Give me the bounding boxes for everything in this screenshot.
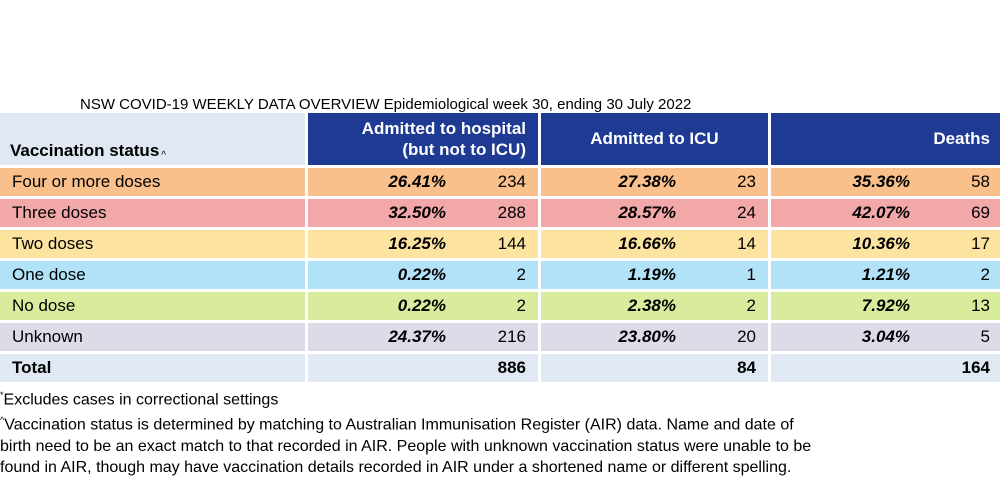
icu-cell: 23.80% 20 (541, 323, 768, 351)
hospital-cell: 32.50% 288 (308, 199, 538, 227)
row-label: Unknown (0, 323, 305, 351)
hospital-cell: 0.22% 2 (308, 261, 538, 289)
row-label: One dose (0, 261, 305, 289)
hospital-header-line2: (but not to ICU) (402, 140, 526, 159)
vaccination-status-header: Vaccination status ^ (0, 113, 305, 165)
deaths-cell: 1.21% 2 (771, 261, 1000, 289)
deaths-cell: 35.36% 58 (771, 168, 1000, 196)
footnote-2-line1: ^Vaccination status is determined by mat… (0, 415, 794, 434)
row-label: Three doses (0, 199, 305, 227)
vaccination-status-label: Vaccination status (10, 141, 160, 160)
icu-cell: 1.19% 1 (541, 261, 768, 289)
deaths-header: Deaths (771, 113, 1000, 165)
row-label: Four or more doses (0, 168, 305, 196)
icu-cell: 27.38% 23 (541, 168, 768, 196)
table-title: NSW COVID-19 WEEKLY DATA OVERVIEW Epidem… (80, 96, 692, 113)
deaths-cell: 42.07% 69 (771, 199, 1000, 227)
total-icu: 84 (541, 354, 768, 382)
vaccination-status-footnote-mark: ^ (161, 150, 166, 161)
hospital-cell: 0.22% 2 (308, 292, 538, 320)
hospital-cell: 16.25% 144 (308, 230, 538, 258)
footnotes: *Excludes cases in correctional settings… (0, 385, 1000, 478)
hospital-header: Admitted to hospital (but not to ICU) (308, 113, 538, 165)
deaths-cell: 10.36% 17 (771, 230, 1000, 258)
footnote-2-line2: birth need to be an exact match to that … (0, 437, 812, 455)
icu-header: Admitted to ICU (541, 113, 768, 165)
deaths-cell: 7.92% 13 (771, 292, 1000, 320)
row-label: Two doses (0, 230, 305, 258)
hospital-cell: 26.41% 234 (308, 168, 538, 196)
icu-cell: 2.38% 2 (541, 292, 768, 320)
footnote-1: *Excludes cases in correctional settings (0, 390, 279, 409)
hospital-cell: 24.37% 216 (308, 323, 538, 351)
total-label: Total (0, 354, 305, 382)
total-hospital: 886 (308, 354, 538, 382)
total-deaths: 164 (771, 354, 1000, 382)
row-label: No dose (0, 292, 305, 320)
icu-cell: 16.66% 14 (541, 230, 768, 258)
footnote-2-line3: found in AIR, though may have vaccinatio… (0, 458, 792, 476)
icu-cell: 28.57% 24 (541, 199, 768, 227)
deaths-cell: 3.04% 5 (771, 323, 1000, 351)
hospital-header-line1: Admitted to hospital (361, 119, 526, 138)
vaccination-table: Vaccination status ^ Admitted to hospital… (0, 113, 1000, 382)
